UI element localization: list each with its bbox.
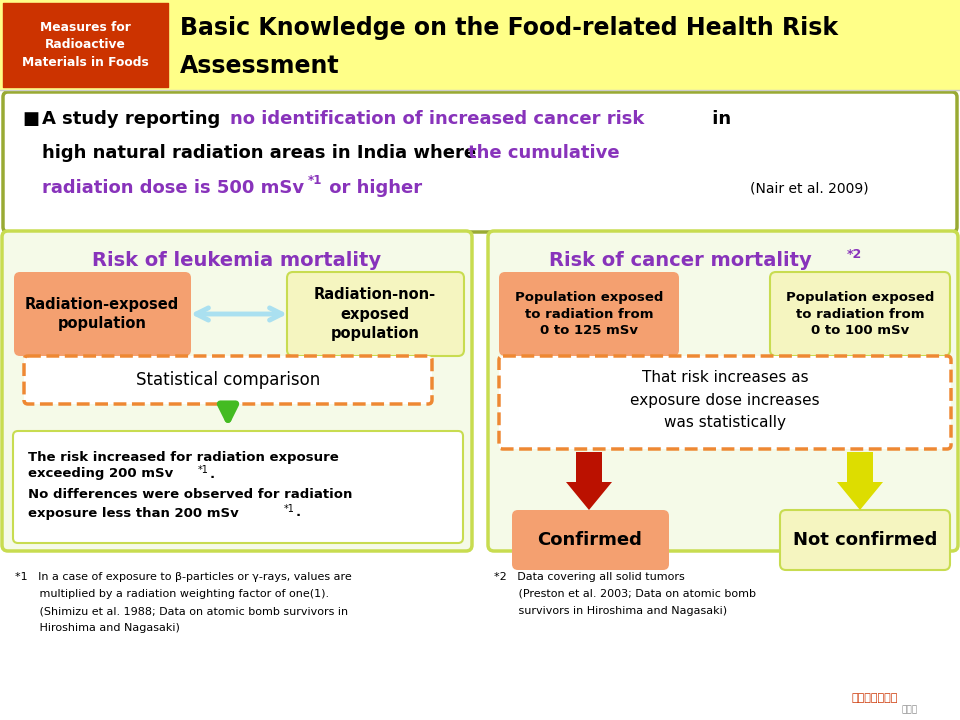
- Text: (Nair et al. 2009): (Nair et al. 2009): [750, 181, 869, 195]
- FancyBboxPatch shape: [499, 356, 951, 449]
- Text: Assessment: Assessment: [180, 54, 340, 78]
- Text: *2: *2: [847, 248, 862, 261]
- FancyBboxPatch shape: [14, 272, 191, 356]
- FancyBboxPatch shape: [780, 510, 950, 570]
- Text: Population exposed
to radiation from
0 to 125 mSv: Population exposed to radiation from 0 t…: [515, 291, 663, 337]
- FancyBboxPatch shape: [2, 231, 472, 551]
- Text: *1   In a case of exposure to β-particles or γ-rays, values are: *1 In a case of exposure to β-particles …: [15, 572, 351, 582]
- Text: Statistical comparison: Statistical comparison: [136, 371, 320, 389]
- Text: in: in: [706, 110, 732, 128]
- Text: Population exposed
to radiation from
0 to 100 mSv: Population exposed to radiation from 0 t…: [786, 291, 934, 337]
- Text: Radiation-exposed
population: Radiation-exposed population: [25, 297, 180, 331]
- Text: no identification of increased cancer risk: no identification of increased cancer ri…: [230, 110, 644, 128]
- Text: 食品安全委員会: 食品安全委員会: [852, 693, 899, 703]
- Text: high natural radiation areas in India where: high natural radiation areas in India wh…: [42, 144, 482, 162]
- Text: (Preston et al. 2003; Data on atomic bomb: (Preston et al. 2003; Data on atomic bom…: [494, 589, 756, 599]
- FancyBboxPatch shape: [488, 231, 958, 551]
- Text: Hiroshima and Nagasaki): Hiroshima and Nagasaki): [15, 623, 180, 633]
- Text: *1: *1: [284, 504, 295, 514]
- Text: was statistically: was statistically: [664, 415, 786, 430]
- Text: Confirmed: Confirmed: [538, 531, 642, 549]
- Text: survivors in Hiroshima and Nagasaki): survivors in Hiroshima and Nagasaki): [494, 606, 727, 616]
- Text: exceeding 200 mSv: exceeding 200 mSv: [28, 467, 173, 480]
- Text: (Shimizu et al. 1988; Data on atomic bomb survivors in: (Shimizu et al. 1988; Data on atomic bom…: [15, 606, 348, 616]
- FancyBboxPatch shape: [512, 510, 669, 570]
- FancyBboxPatch shape: [3, 92, 957, 232]
- Polygon shape: [837, 452, 883, 510]
- Text: exposure dose increases: exposure dose increases: [630, 392, 820, 408]
- FancyBboxPatch shape: [770, 272, 950, 356]
- Text: *1: *1: [308, 174, 323, 187]
- Text: *1: *1: [198, 465, 209, 475]
- Text: or higher: or higher: [323, 179, 422, 197]
- Text: Measures for
Radioactive
Materials in Foods: Measures for Radioactive Materials in Fo…: [22, 21, 149, 69]
- Text: 内閣府: 内閣府: [902, 706, 918, 714]
- Text: No differences were observed for radiation: No differences were observed for radiati…: [28, 487, 352, 500]
- Text: A study reporting: A study reporting: [42, 110, 227, 128]
- FancyBboxPatch shape: [24, 356, 432, 404]
- Text: Risk of leukemia mortality: Risk of leukemia mortality: [92, 251, 381, 269]
- FancyBboxPatch shape: [499, 272, 679, 356]
- Text: Radiation-non-
exposed
population: Radiation-non- exposed population: [314, 287, 436, 341]
- Text: multiplied by a radiation weighting factor of one(1).: multiplied by a radiation weighting fact…: [15, 589, 329, 599]
- Polygon shape: [566, 452, 612, 510]
- Text: Basic Knowledge on the Food-related Health Risk: Basic Knowledge on the Food-related Heal…: [180, 16, 838, 40]
- Text: That risk increases as: That risk increases as: [641, 371, 808, 385]
- Text: .: .: [210, 467, 215, 480]
- Text: The risk increased for radiation exposure: The risk increased for radiation exposur…: [28, 451, 339, 464]
- Text: Risk of cancer mortality: Risk of cancer mortality: [548, 251, 811, 269]
- FancyBboxPatch shape: [13, 431, 463, 543]
- Text: *2   Data covering all solid tumors: *2 Data covering all solid tumors: [494, 572, 684, 582]
- FancyBboxPatch shape: [287, 272, 464, 356]
- Text: .: .: [296, 506, 301, 520]
- Text: ■: ■: [22, 110, 39, 128]
- Text: the cumulative: the cumulative: [468, 144, 619, 162]
- Text: Not confirmed: Not confirmed: [793, 531, 937, 549]
- Text: exposure less than 200 mSv: exposure less than 200 mSv: [28, 506, 239, 520]
- Text: radiation dose is 500 mSv: radiation dose is 500 mSv: [42, 179, 304, 197]
